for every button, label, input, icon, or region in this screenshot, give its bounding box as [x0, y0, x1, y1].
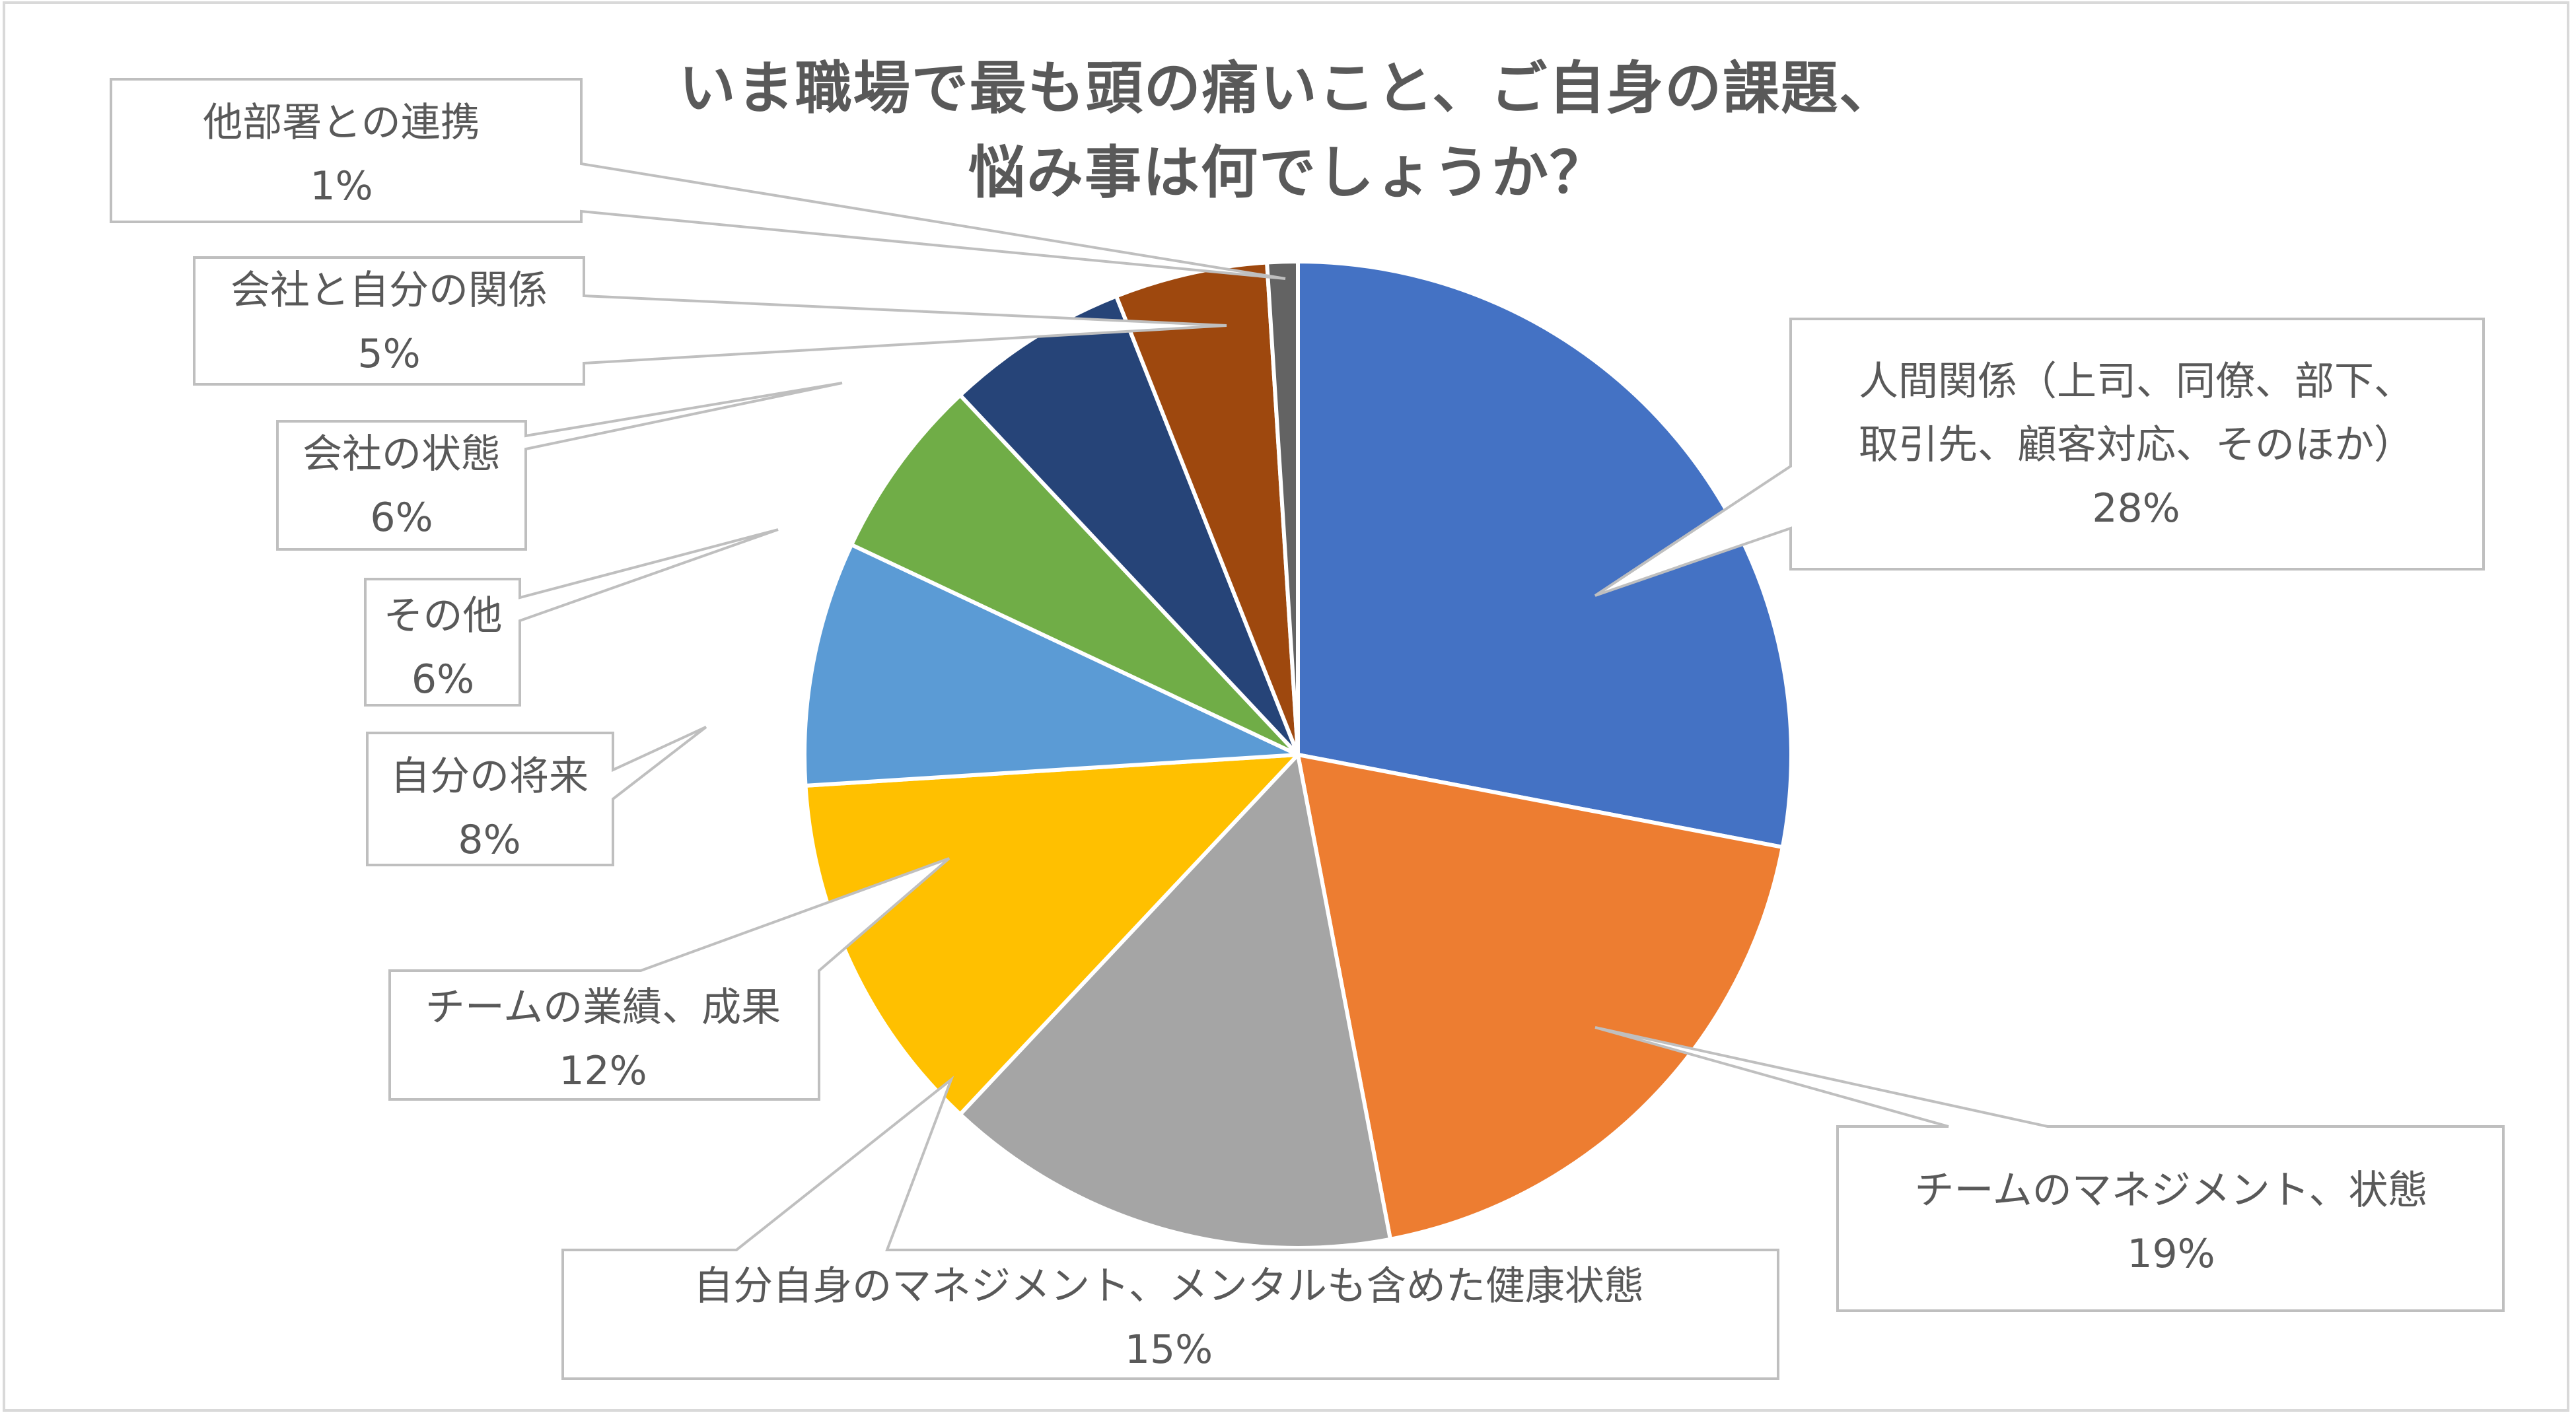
data-label-text: 人間関係（上司、同僚、部下、: [1859, 359, 2414, 405]
data-label-company-relationship: 会社と自分の関係 5%: [194, 259, 584, 386]
data-label-percent: 28%: [2092, 485, 2180, 532]
pie-slice-8: [1265, 260, 1300, 757]
callout-shape-7: [193, 256, 1227, 386]
data-label-text: その他: [383, 593, 503, 639]
data-label-text: 自分の将来: [390, 753, 589, 800]
data-label-percent: 5%: [357, 331, 421, 377]
data-label-text: 他部署との連携: [203, 100, 480, 146]
data-label-company-state: 会社の状態 6%: [277, 423, 526, 549]
callout-shape-0: [1594, 318, 2485, 597]
data-label-interdepartmental: 他部署との連携 1%: [107, 91, 576, 218]
data-label-interpersonal: 人間関係（上司、同僚、部下、 取引先、顧客対応、そのほか） 28%: [1791, 350, 2481, 540]
chart-title-line-2: 悩み事は何でしょうか？: [968, 140, 1608, 206]
callout-shape-6: [276, 382, 843, 551]
callout-shape-4: [366, 726, 707, 866]
data-label-text: 取引先、顧客対応、そのほか）: [1859, 422, 2414, 468]
data-label-text: 自分自身のマネジメント、メンタルも含めた健康状態: [694, 1263, 1644, 1309]
data-label-team-management: チームのマネジメント、状態 19%: [1839, 1159, 2503, 1286]
data-label-text: チームのマネジメント、状態: [1914, 1167, 2428, 1214]
pie-slice-0: [1296, 260, 1793, 849]
data-label-text: 会社と自分の関係: [231, 267, 548, 314]
data-label-callouts: [110, 78, 2505, 1380]
data-label-percent: 15%: [1124, 1327, 1213, 1373]
callout-shape-5: [364, 528, 779, 707]
data-label-text: 会社の状態: [303, 431, 501, 477]
pie-slice-1: [1296, 753, 1785, 1241]
chart-title-line-1: いま職場で最も頭の痛いこと、ご自身の課題、: [678, 55, 1898, 121]
data-label-percent: 6%: [370, 495, 433, 541]
pie-slice-5: [849, 393, 1300, 757]
pie-slice-2: [958, 753, 1392, 1250]
data-label-percent: 19%: [2127, 1231, 2215, 1277]
data-label-percent: 8%: [458, 817, 521, 863]
data-label-team-results: チームの業績、成果 12%: [387, 976, 819, 1103]
pie-slice-7: [1114, 260, 1300, 757]
pie-slices: [803, 260, 1793, 1250]
chart-title: いま職場で最も頭の痛いこと、ご自身の課題、 悩み事は何でしょうか？: [627, 46, 1949, 215]
callout-shape-3: [388, 857, 950, 1101]
callout-shape-8: [110, 78, 1286, 280]
pie-slice-6: [958, 294, 1300, 757]
data-label-text: チームの業績、成果: [425, 985, 781, 1031]
data-label-other: その他 6%: [366, 584, 520, 711]
data-label-percent: 1%: [310, 163, 373, 209]
data-label-percent: 6%: [411, 656, 475, 703]
data-label-percent: 12%: [559, 1048, 647, 1094]
pie-slice-4: [803, 542, 1300, 788]
callout-shape-2: [561, 1075, 1779, 1380]
data-label-own-future: 自分の将来 8%: [366, 745, 613, 872]
pie-slice-3: [803, 753, 1300, 1117]
callout-shape-1: [1594, 1026, 2505, 1312]
data-label-self-management: 自分自身のマネジメント、メンタルも含めた健康状態 15%: [563, 1255, 1775, 1381]
